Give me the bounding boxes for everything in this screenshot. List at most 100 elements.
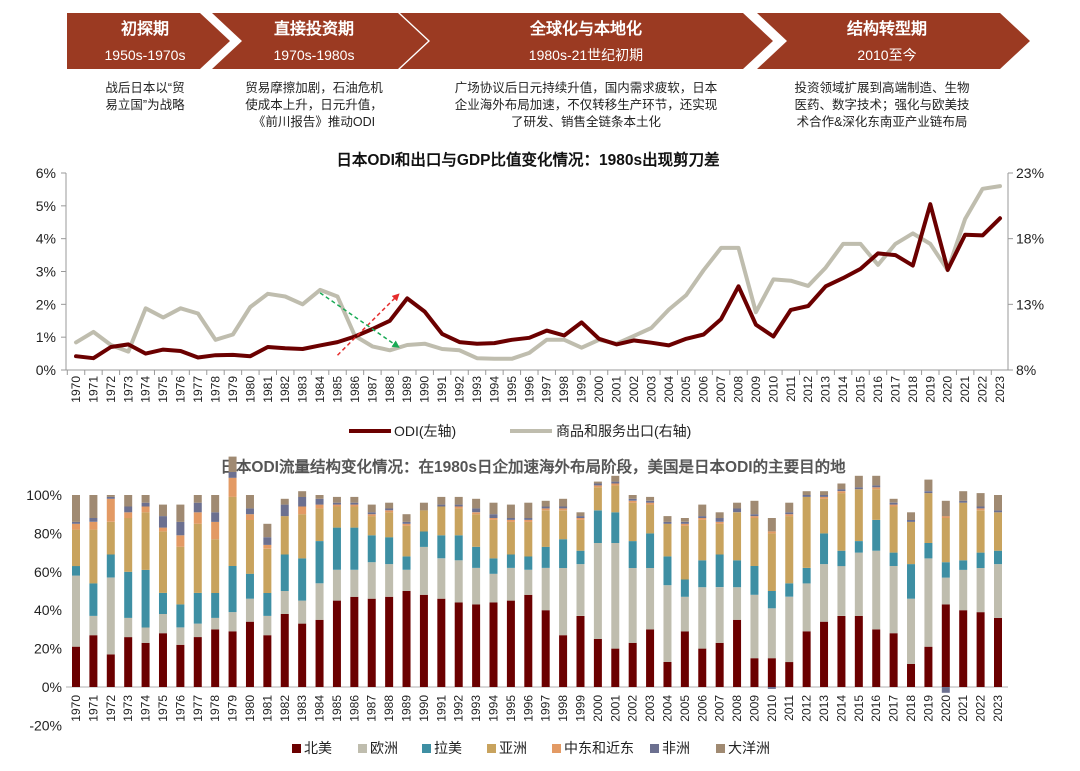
- bar-segment-africa: [506, 518, 515, 520]
- bar-segment-north-america: [402, 591, 411, 687]
- bar-segment-north-america: [750, 658, 759, 687]
- phase-2-description: 贸易摩擦加剧，石油危机 使成本上升，日元升值， 《前川报告》推动ODI: [226, 80, 402, 131]
- bar-segment-europe: [854, 552, 863, 616]
- bar-segment-asia: [106, 521, 115, 555]
- bar-segment-oceania: [263, 523, 272, 538]
- bar-segment-oceania: [72, 495, 80, 522]
- bar-segment-africa: [698, 516, 707, 518]
- bar-segment-north-america: [924, 646, 933, 687]
- x-tick-label: 2008: [731, 376, 745, 403]
- bar-segment-oceania: [454, 496, 463, 505]
- bar-segment-oceania: [472, 498, 481, 509]
- bar-segment-oceania: [733, 502, 742, 509]
- bar-segment-asia: [559, 510, 568, 540]
- bar-segment-north-america: [211, 629, 220, 687]
- bar-segment-middle-east: [385, 510, 394, 513]
- bar-segment-north-america: [646, 629, 655, 687]
- bar-segment-africa: [593, 483, 602, 486]
- bar-segment-oceania: [280, 498, 289, 505]
- left-tick-label: 0%: [36, 362, 56, 378]
- bar-segment-europe: [176, 627, 185, 645]
- x-tick-label: 1981: [261, 376, 275, 403]
- bar-segment-latin-america: [402, 556, 411, 570]
- bar-segment-asia: [263, 548, 272, 593]
- bar-segment-asia: [785, 516, 794, 584]
- x-tick-label: 1992: [452, 695, 466, 722]
- bar-segment-middle-east: [524, 520, 533, 522]
- bar-segment-asia: [889, 506, 898, 553]
- bar-segment-asia: [593, 487, 602, 511]
- bar-segment-europe: [72, 575, 80, 647]
- odi-rise-arrow: [336, 293, 400, 356]
- bar-segment-oceania: [124, 495, 133, 507]
- bar-segment-europe: [106, 577, 115, 655]
- bar-segment-middle-east: [245, 514, 254, 520]
- x-tick-label: 1999: [575, 376, 589, 403]
- bar-segment-middle-east: [454, 506, 463, 509]
- bar-segment-africa: [106, 496, 115, 499]
- bar-segment-africa: [489, 514, 498, 518]
- bar-segment-north-america: [976, 612, 985, 687]
- x-tick-label: 1996: [521, 695, 535, 722]
- x-tick-label: 2004: [662, 376, 676, 403]
- bar-segment-asia: [994, 512, 1002, 551]
- bar-segment-oceania: [767, 518, 776, 532]
- bar-segment-north-america: [193, 637, 202, 687]
- bar-segment-oceania: [924, 479, 933, 492]
- bar-segment-asia: [715, 523, 724, 555]
- bar-segment-africa: [541, 506, 550, 509]
- bar-segment-north-america: [611, 648, 620, 687]
- legend-exports-label: 商品和服务出口(右轴): [556, 423, 691, 439]
- bar-segment-latin-america: [802, 568, 811, 584]
- bar-segment-north-america: [72, 646, 80, 687]
- bar-segment-oceania: [854, 475, 863, 488]
- bar-segment-north-america: [680, 631, 689, 687]
- bar-segment-asia: [524, 521, 533, 557]
- bar-segment-oceania: [141, 495, 150, 503]
- bar-segment-oceania: [541, 500, 550, 507]
- bar-segment-europe: [211, 617, 220, 630]
- bar-segment-europe: [767, 608, 776, 659]
- phase-arrow-3: [400, 13, 773, 69]
- right-tick-label: 18%: [1016, 231, 1044, 247]
- phase-1-title: 初探期: [121, 19, 169, 38]
- x-tick-label: 2011: [784, 376, 798, 402]
- x-tick-label: 2008: [730, 695, 744, 722]
- bar-segment-europe: [332, 569, 341, 601]
- bar-segment-europe: [298, 600, 307, 624]
- bar-segment-middle-east: [611, 483, 620, 486]
- left-tick-label: 5%: [36, 198, 56, 214]
- bar-segment-latin-america: [298, 558, 307, 601]
- bar-segment-oceania: [228, 456, 237, 472]
- bar-segment-asia: [767, 533, 776, 591]
- bar-segment-middle-east: [489, 518, 498, 520]
- bar-segment-europe: [837, 566, 846, 616]
- bar-segment-asia: [315, 508, 324, 541]
- x-tick-label: 2013: [819, 376, 833, 403]
- bar-segment-europe: [646, 568, 655, 630]
- x-tick-label: 1972: [104, 376, 118, 403]
- phase-2-period: 1970s-1980s: [274, 47, 355, 63]
- bar-segment-asia: [211, 539, 220, 593]
- bar-segment-asia: [611, 485, 620, 513]
- bar-segment-north-america: [89, 635, 98, 687]
- bar-segment-latin-america: [89, 583, 98, 616]
- x-tick-label: 2010: [766, 376, 780, 403]
- bar-segment-north-america: [228, 631, 237, 687]
- legend-label-oceania: 大洋洲: [728, 740, 770, 756]
- bar-segment-africa: [315, 498, 324, 505]
- bar-segment-asia: [750, 518, 759, 566]
- bar-segment-latin-america: [419, 531, 428, 547]
- bar-segment-europe: [889, 566, 898, 634]
- x-tick-label: 2016: [871, 376, 885, 403]
- bar-segment-latin-america: [715, 554, 724, 588]
- phase-3-title: 全球化与本地化: [529, 19, 642, 38]
- x-tick-label: 2003: [643, 695, 657, 722]
- x-tick-label: 1989: [400, 376, 414, 403]
- bar-segment-europe: [994, 564, 1002, 618]
- legend-swatch-latin-america: [422, 744, 431, 753]
- bar-segment-europe: [576, 564, 585, 616]
- x-tick-label: 1986: [347, 695, 361, 722]
- bar-segment-africa: [89, 518, 98, 522]
- bar-segment-africa: [263, 537, 272, 545]
